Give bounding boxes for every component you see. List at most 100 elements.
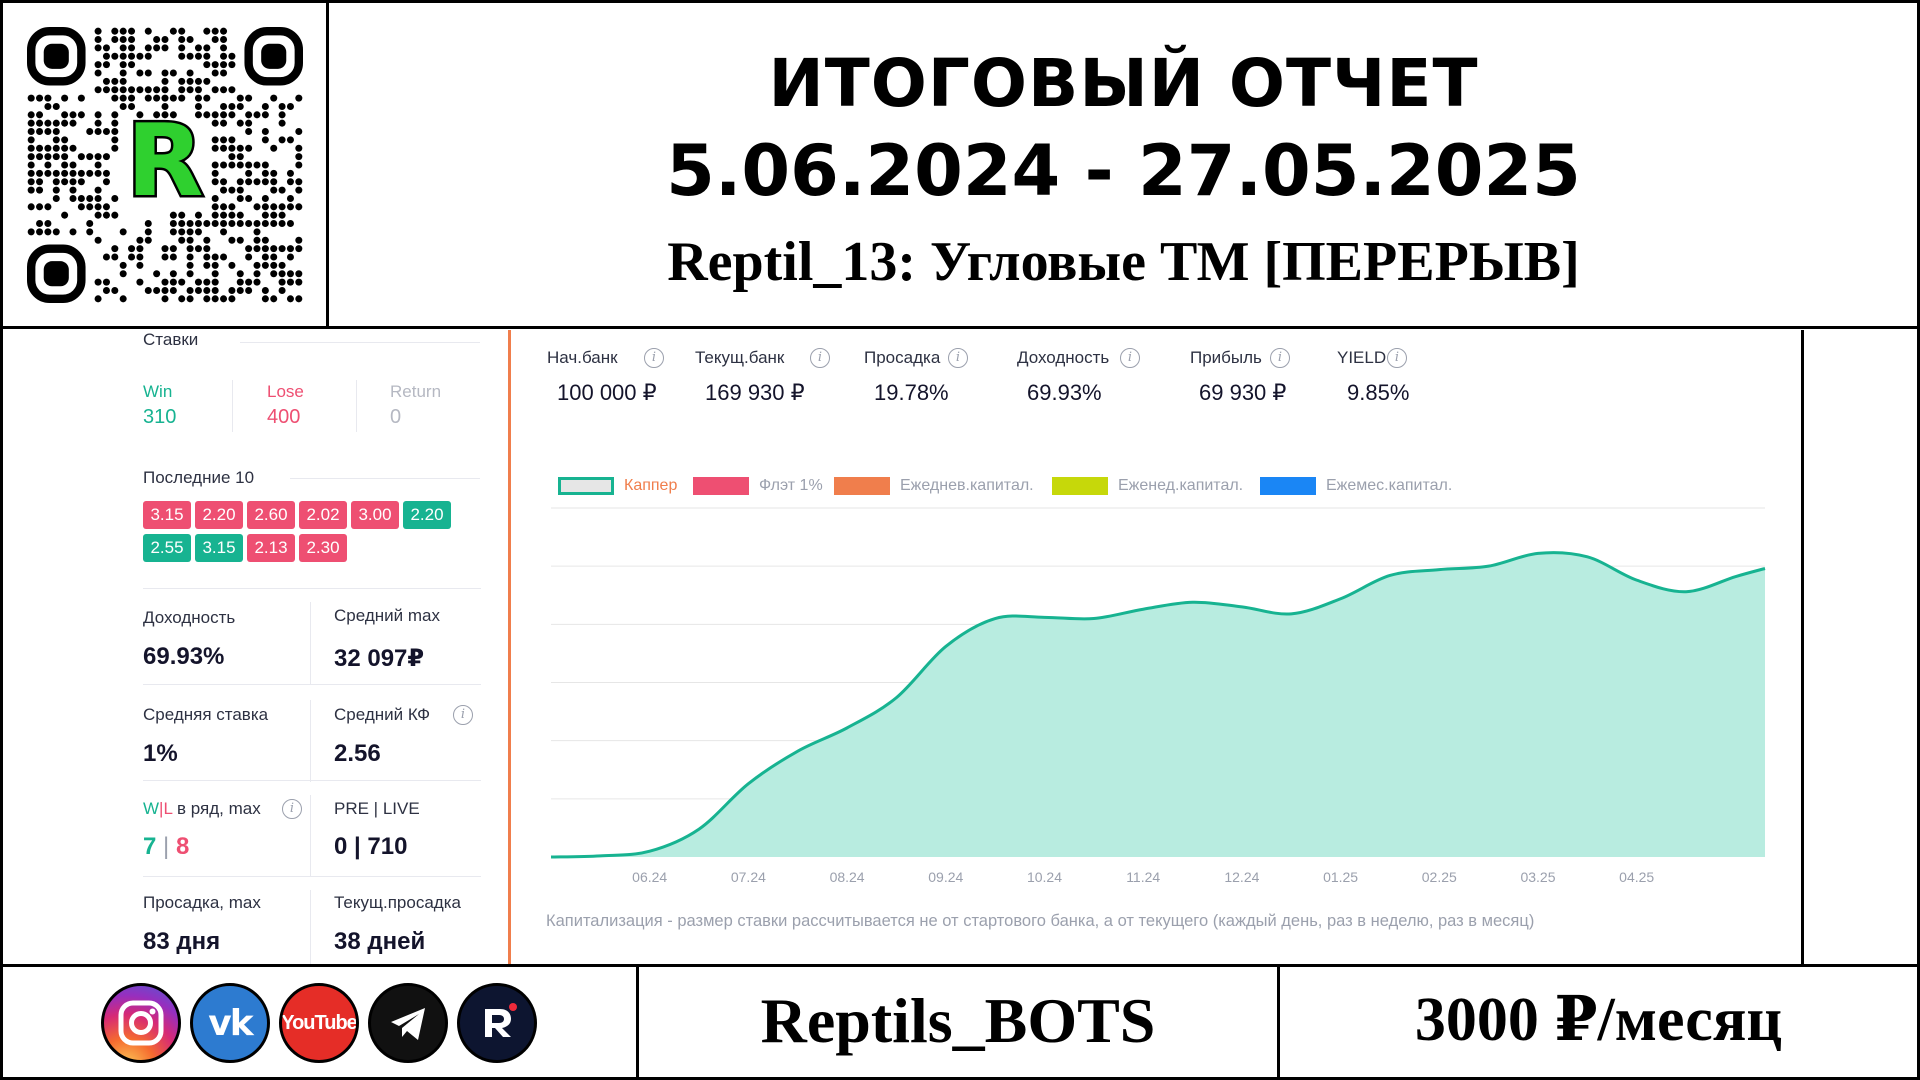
info-icon[interactable]: i xyxy=(948,348,968,368)
kpi-label: Доходность xyxy=(1017,348,1110,367)
instagram-glyph xyxy=(118,1000,164,1046)
last-result-chip: 2.55 xyxy=(143,534,191,562)
streak-label: W|L в ряд, max xyxy=(143,799,261,819)
x-tick-label: 07.24 xyxy=(731,869,766,885)
legend-label: Ежемес.капитал. xyxy=(1326,477,1453,494)
x-tick-label: 06.24 xyxy=(632,869,667,885)
info-icon[interactable]: i xyxy=(1387,348,1407,368)
avg-kf-value: 2.56 xyxy=(334,740,381,767)
x-tick-label: 02.25 xyxy=(1422,869,1457,885)
report-period: 5.06.2024 - 27.05.2025 xyxy=(666,130,1581,212)
streak-separator: | xyxy=(156,833,176,860)
legend-item[interactable]: Ежемес.капитал. xyxy=(1260,476,1452,496)
yield-label: Доходность xyxy=(143,608,236,627)
streak-label-rest: в ряд, max xyxy=(172,799,261,818)
legend-swatch xyxy=(693,477,749,495)
report-title: ИТОГОВЫЙ ОТЧЕТ xyxy=(768,45,1479,122)
info-icon[interactable]: i xyxy=(453,705,473,725)
legend-item[interactable]: Флэт 1% xyxy=(693,476,823,496)
vk-icon[interactable]: vk xyxy=(190,983,270,1063)
divider xyxy=(310,700,311,782)
series-area-kapper xyxy=(551,552,1765,857)
instagram-icon[interactable] xyxy=(101,983,181,1063)
x-tick-label: 11.24 xyxy=(1126,869,1160,885)
return-count: 0 xyxy=(390,406,402,428)
x-tick-label: 01.25 xyxy=(1323,869,1358,885)
kpi-label: Просадка xyxy=(864,348,941,367)
x-tick-label: 09.24 xyxy=(928,869,963,885)
capital-chart: 06.24 07.24 08.24 09.24 10.24 11.24 12.24 01.25… xyxy=(550,507,1766,885)
youtube-icon[interactable]: YouTube xyxy=(279,983,359,1063)
lose-count: 400 xyxy=(267,406,301,428)
strategy-name: Reptil_13: Угловые ТМ [ПЕРЕРЫВ] xyxy=(667,231,1580,293)
footer-divider-1 xyxy=(636,965,639,1080)
last-result-chip: 3.15 xyxy=(143,501,191,529)
avg-max-value: 32 097₽ xyxy=(334,645,425,672)
info-icon[interactable]: i xyxy=(1270,348,1290,368)
legend-swatch xyxy=(558,477,614,495)
chart-panel-border xyxy=(1801,330,1804,964)
x-tick-label: 10.24 xyxy=(1027,869,1062,885)
x-tick-label: 04.25 xyxy=(1619,869,1654,885)
streak-value: 7 | 8 xyxy=(143,833,189,861)
avg-kf-label: Средний КФ xyxy=(334,705,431,724)
stats-panel xyxy=(118,330,510,964)
series-line-kapper xyxy=(550,551,1766,859)
footer-divider xyxy=(0,964,1920,967)
pre-live-label: PRE | LIVE xyxy=(334,799,420,818)
current-drawdown-value: 38 дней xyxy=(334,928,426,955)
header-divider xyxy=(0,326,1920,329)
legend-label: Ежеднев.капитал. xyxy=(900,477,1034,494)
info-icon[interactable]: i xyxy=(810,348,830,368)
x-tick-label: 03.25 xyxy=(1520,869,1555,885)
kpi-value: 69.93% xyxy=(1027,380,1102,405)
divider xyxy=(143,684,481,685)
yield-value: 69.93% xyxy=(143,643,225,670)
drawdown-max-value: 83 дня xyxy=(143,928,221,955)
last-result-chip: 3.15 xyxy=(195,534,243,562)
brand-name: Reptils_BOTS xyxy=(760,985,1156,1056)
avg-max-label: Средний max xyxy=(334,606,440,625)
last-result-chip: 2.30 xyxy=(299,534,347,562)
kpi-value: 19.78% xyxy=(874,380,949,405)
qr-logo: R xyxy=(126,102,203,219)
streak-loss-value: 8 xyxy=(175,833,190,860)
legend-item[interactable]: Каппер xyxy=(558,476,677,496)
streak-label-l: L xyxy=(163,799,173,818)
legend-item[interactable]: Ежеднев.капитал. xyxy=(834,476,1034,496)
info-icon[interactable]: i xyxy=(644,348,664,368)
last-result-chip: 3.00 xyxy=(351,501,399,529)
current-drawdown-label: Текущ.просадка xyxy=(334,893,461,912)
last-result-chip: 2.02 xyxy=(299,501,347,529)
legend-swatch xyxy=(834,477,890,495)
legend-item[interactable]: Еженед.капитал. xyxy=(1052,476,1243,496)
divider xyxy=(143,876,481,877)
last-result-chip: 2.60 xyxy=(247,501,295,529)
telegram-icon[interactable] xyxy=(368,983,448,1063)
report-header: ИТОГОВЫЙ ОТЧЕТ 5.06.2024 - 27.05.2025 Re… xyxy=(330,3,1917,327)
legend-label: Каппер xyxy=(624,477,678,494)
qr-code[interactable]: R xyxy=(3,3,327,327)
kpi-value: 9.85% xyxy=(1347,380,1410,405)
avg-stake-label: Средняя ставка xyxy=(143,705,269,724)
legend-swatch xyxy=(1260,477,1316,495)
qr-divider xyxy=(326,0,329,327)
pre-live-value: 0 | 710 xyxy=(334,833,408,860)
kpi-label: Прибыль xyxy=(1190,348,1262,367)
x-tick-label: 08.24 xyxy=(830,869,865,885)
lose-label: Lose xyxy=(267,382,304,401)
youtube-glyph: YouTube xyxy=(281,1011,357,1034)
info-icon[interactable]: i xyxy=(1120,348,1140,368)
kpi-value: 169 930 ₽ xyxy=(705,380,805,405)
stats-panel-accent xyxy=(508,330,511,964)
reptils-icon[interactable] xyxy=(457,983,537,1063)
kpi-label: Текущ.банк xyxy=(695,348,785,367)
reptils-glyph xyxy=(485,1003,517,1037)
divider xyxy=(310,795,311,877)
streak-win-value: 7 xyxy=(143,833,157,860)
avg-stake-value: 1% xyxy=(143,740,178,767)
win-count: 310 xyxy=(143,406,177,428)
info-icon[interactable]: i xyxy=(282,799,302,819)
x-tick-label: 12.24 xyxy=(1224,869,1259,885)
